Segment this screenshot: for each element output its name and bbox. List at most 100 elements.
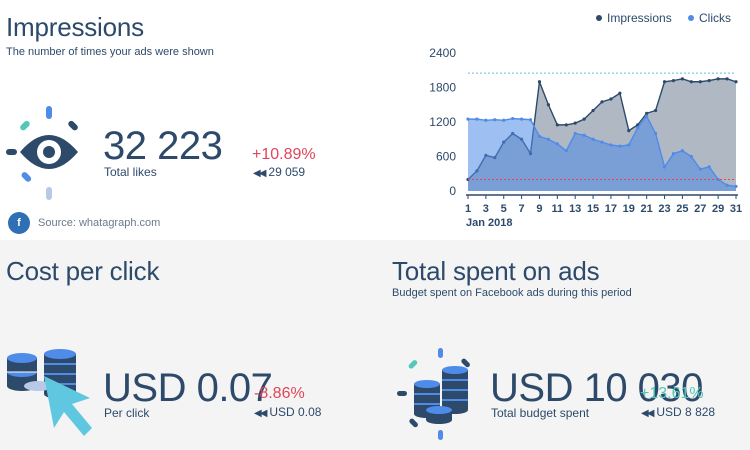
double-left-arrow-icon: ◀◀ (641, 408, 654, 419)
impressions-value-label: Total likes (104, 165, 157, 179)
legend-impressions: Impressions (596, 11, 672, 25)
data-point-clicks (555, 142, 559, 146)
impressions-value: 32 223 (103, 124, 223, 168)
data-point-impressions (698, 80, 702, 84)
data-point-clicks (627, 143, 631, 147)
x-tick-label: 1 (465, 203, 471, 215)
spent-value: USD 10 030 (490, 366, 703, 410)
x-tick-label: 11 (552, 203, 564, 215)
data-point-clicks (725, 183, 729, 187)
cpc-previous-row: ◀◀ USD 0.08 (254, 405, 321, 419)
data-point-clicks (502, 118, 506, 122)
x-tick-label: 9 (536, 203, 542, 215)
data-point-impressions (618, 91, 622, 95)
data-point-clicks (564, 149, 568, 153)
y-tick-label: 1800 (429, 81, 456, 95)
x-tick-label: 17 (605, 203, 617, 215)
cpc-value-label: Per click (104, 406, 150, 420)
data-point-clicks (671, 152, 676, 156)
impressions-subtitle: The number of times your ads were shown (6, 46, 214, 58)
x-tick-label: 23 (658, 203, 670, 215)
data-point-impressions (689, 80, 693, 84)
data-point-clicks (707, 165, 711, 169)
cpc-value: USD 0.07 (103, 366, 273, 410)
data-point-clicks (493, 118, 497, 122)
x-tick-label: 25 (676, 203, 688, 215)
impressions-change: +10.89% (252, 146, 316, 163)
data-point-clicks (734, 184, 738, 188)
data-point-impressions (734, 80, 738, 84)
data-point-impressions (680, 77, 684, 81)
y-tick-label: 0 (449, 184, 456, 198)
data-point-clicks (537, 134, 542, 138)
data-point-clicks (528, 118, 533, 122)
data-point-clicks (475, 117, 479, 121)
series-area-clicks (468, 116, 736, 191)
data-point-clicks (662, 165, 667, 169)
cpc-change: -8.86% (254, 385, 305, 402)
x-tick-label: 27 (694, 203, 706, 215)
impressions-panel: Impressions The number of times your ads… (6, 11, 743, 234)
data-point-impressions (671, 79, 676, 83)
data-point-impressions (662, 80, 667, 84)
data-point-clicks (591, 137, 595, 141)
data-point-impressions (582, 117, 586, 121)
data-point-clicks (716, 177, 720, 182)
x-tick-label: 29 (712, 203, 724, 215)
source-text: Source: whatagraph.com (38, 217, 161, 229)
source-row: f Source: whatagraph.com (8, 212, 160, 234)
data-point-impressions (716, 77, 720, 81)
eye-icon (6, 106, 78, 200)
y-tick-label: 1200 (429, 115, 456, 129)
x-tick-label: 21 (641, 203, 653, 215)
data-point-clicks (689, 154, 693, 159)
data-point-clicks (680, 149, 684, 153)
clicks-legend-dot (688, 15, 694, 21)
data-point-clicks (546, 137, 550, 141)
cpc-title: Cost per click (6, 256, 160, 286)
data-point-clicks (618, 144, 622, 148)
x-tick-label: 15 (587, 203, 599, 215)
spent-subtitle: Budget spent on Facebook ads during this… (392, 287, 632, 299)
data-point-impressions (645, 111, 649, 115)
data-point-clicks (698, 167, 702, 171)
data-point-impressions (600, 100, 604, 104)
data-point-impressions (707, 79, 711, 83)
y-tick-label: 600 (436, 150, 456, 164)
coins-stack-icon (397, 348, 470, 440)
data-point-impressions (555, 123, 559, 127)
spent-previous-row: ◀◀ USD 8 828 (641, 405, 715, 419)
x-tick-label: 13 (569, 203, 581, 215)
data-point-impressions (537, 80, 542, 84)
double-left-arrow-icon: ◀◀ (254, 408, 267, 419)
data-point-impressions (573, 121, 577, 125)
data-point-clicks (609, 143, 613, 147)
legend-clicks: Clicks (688, 11, 731, 25)
coins-cursor-icon (7, 349, 92, 436)
data-point-clicks (484, 118, 488, 122)
impressions-previous-row: ◀◀ 29 059 (253, 165, 305, 179)
y-tick-label: 2400 (429, 46, 456, 60)
data-point-impressions (654, 108, 658, 113)
bottom-panel: Cost per click USD 0.07 Per click -8.86%… (0, 240, 750, 450)
x-tick-label: 3 (483, 203, 489, 215)
facebook-ads-icon: f (8, 212, 30, 234)
data-point-impressions (609, 97, 613, 101)
data-point-clicks (636, 126, 640, 130)
spent-change: +13.61% (640, 385, 704, 402)
data-point-clicks (520, 117, 524, 121)
impressions-title: Impressions (6, 12, 144, 42)
legend-clicks-label: Clicks (699, 11, 731, 25)
impressions-previous: 29 059 (268, 165, 306, 179)
spent-value-label: Total budget spent (491, 406, 590, 420)
data-point-impressions (546, 103, 550, 107)
x-tick-label: 19 (623, 203, 635, 215)
data-point-clicks (511, 116, 515, 121)
double-left-arrow-icon: ◀◀ (253, 168, 266, 179)
spent-previous: USD 8 828 (656, 405, 716, 419)
spent-title: Total spent on ads (392, 256, 600, 286)
data-point-clicks (654, 131, 658, 136)
impressions-legend-dot (596, 15, 602, 21)
cpc-previous: USD 0.08 (269, 405, 322, 419)
